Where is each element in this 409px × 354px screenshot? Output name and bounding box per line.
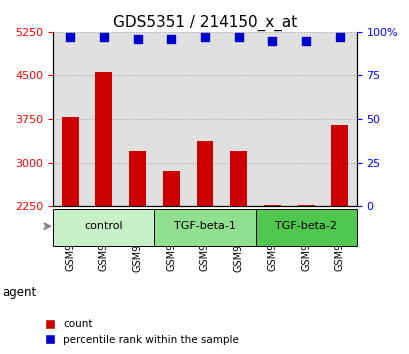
Point xyxy=(235,34,241,40)
Point xyxy=(336,34,342,40)
Bar xyxy=(297,205,314,206)
Text: TGF-beta-1: TGF-beta-1 xyxy=(174,221,235,231)
Point xyxy=(168,36,174,42)
Bar xyxy=(62,117,79,206)
Text: TGF-beta-2: TGF-beta-2 xyxy=(274,221,336,231)
Text: control: control xyxy=(84,221,123,231)
Bar xyxy=(263,205,280,206)
Title: GDS5351 / 214150_x_at: GDS5351 / 214150_x_at xyxy=(112,14,297,30)
Point xyxy=(134,36,141,42)
Bar xyxy=(129,151,146,206)
Bar xyxy=(330,125,347,206)
Point xyxy=(67,34,73,40)
Text: agent: agent xyxy=(2,286,36,298)
Bar xyxy=(95,72,112,206)
Point xyxy=(268,38,275,44)
Bar xyxy=(162,171,179,206)
FancyBboxPatch shape xyxy=(255,209,356,246)
Legend: count, percentile rank within the sample: count, percentile rank within the sample xyxy=(42,315,243,349)
Point xyxy=(201,34,208,40)
Bar xyxy=(230,151,247,206)
Point xyxy=(302,38,309,44)
FancyBboxPatch shape xyxy=(154,209,255,246)
Point xyxy=(100,34,107,40)
FancyBboxPatch shape xyxy=(53,209,154,246)
Bar xyxy=(196,141,213,206)
